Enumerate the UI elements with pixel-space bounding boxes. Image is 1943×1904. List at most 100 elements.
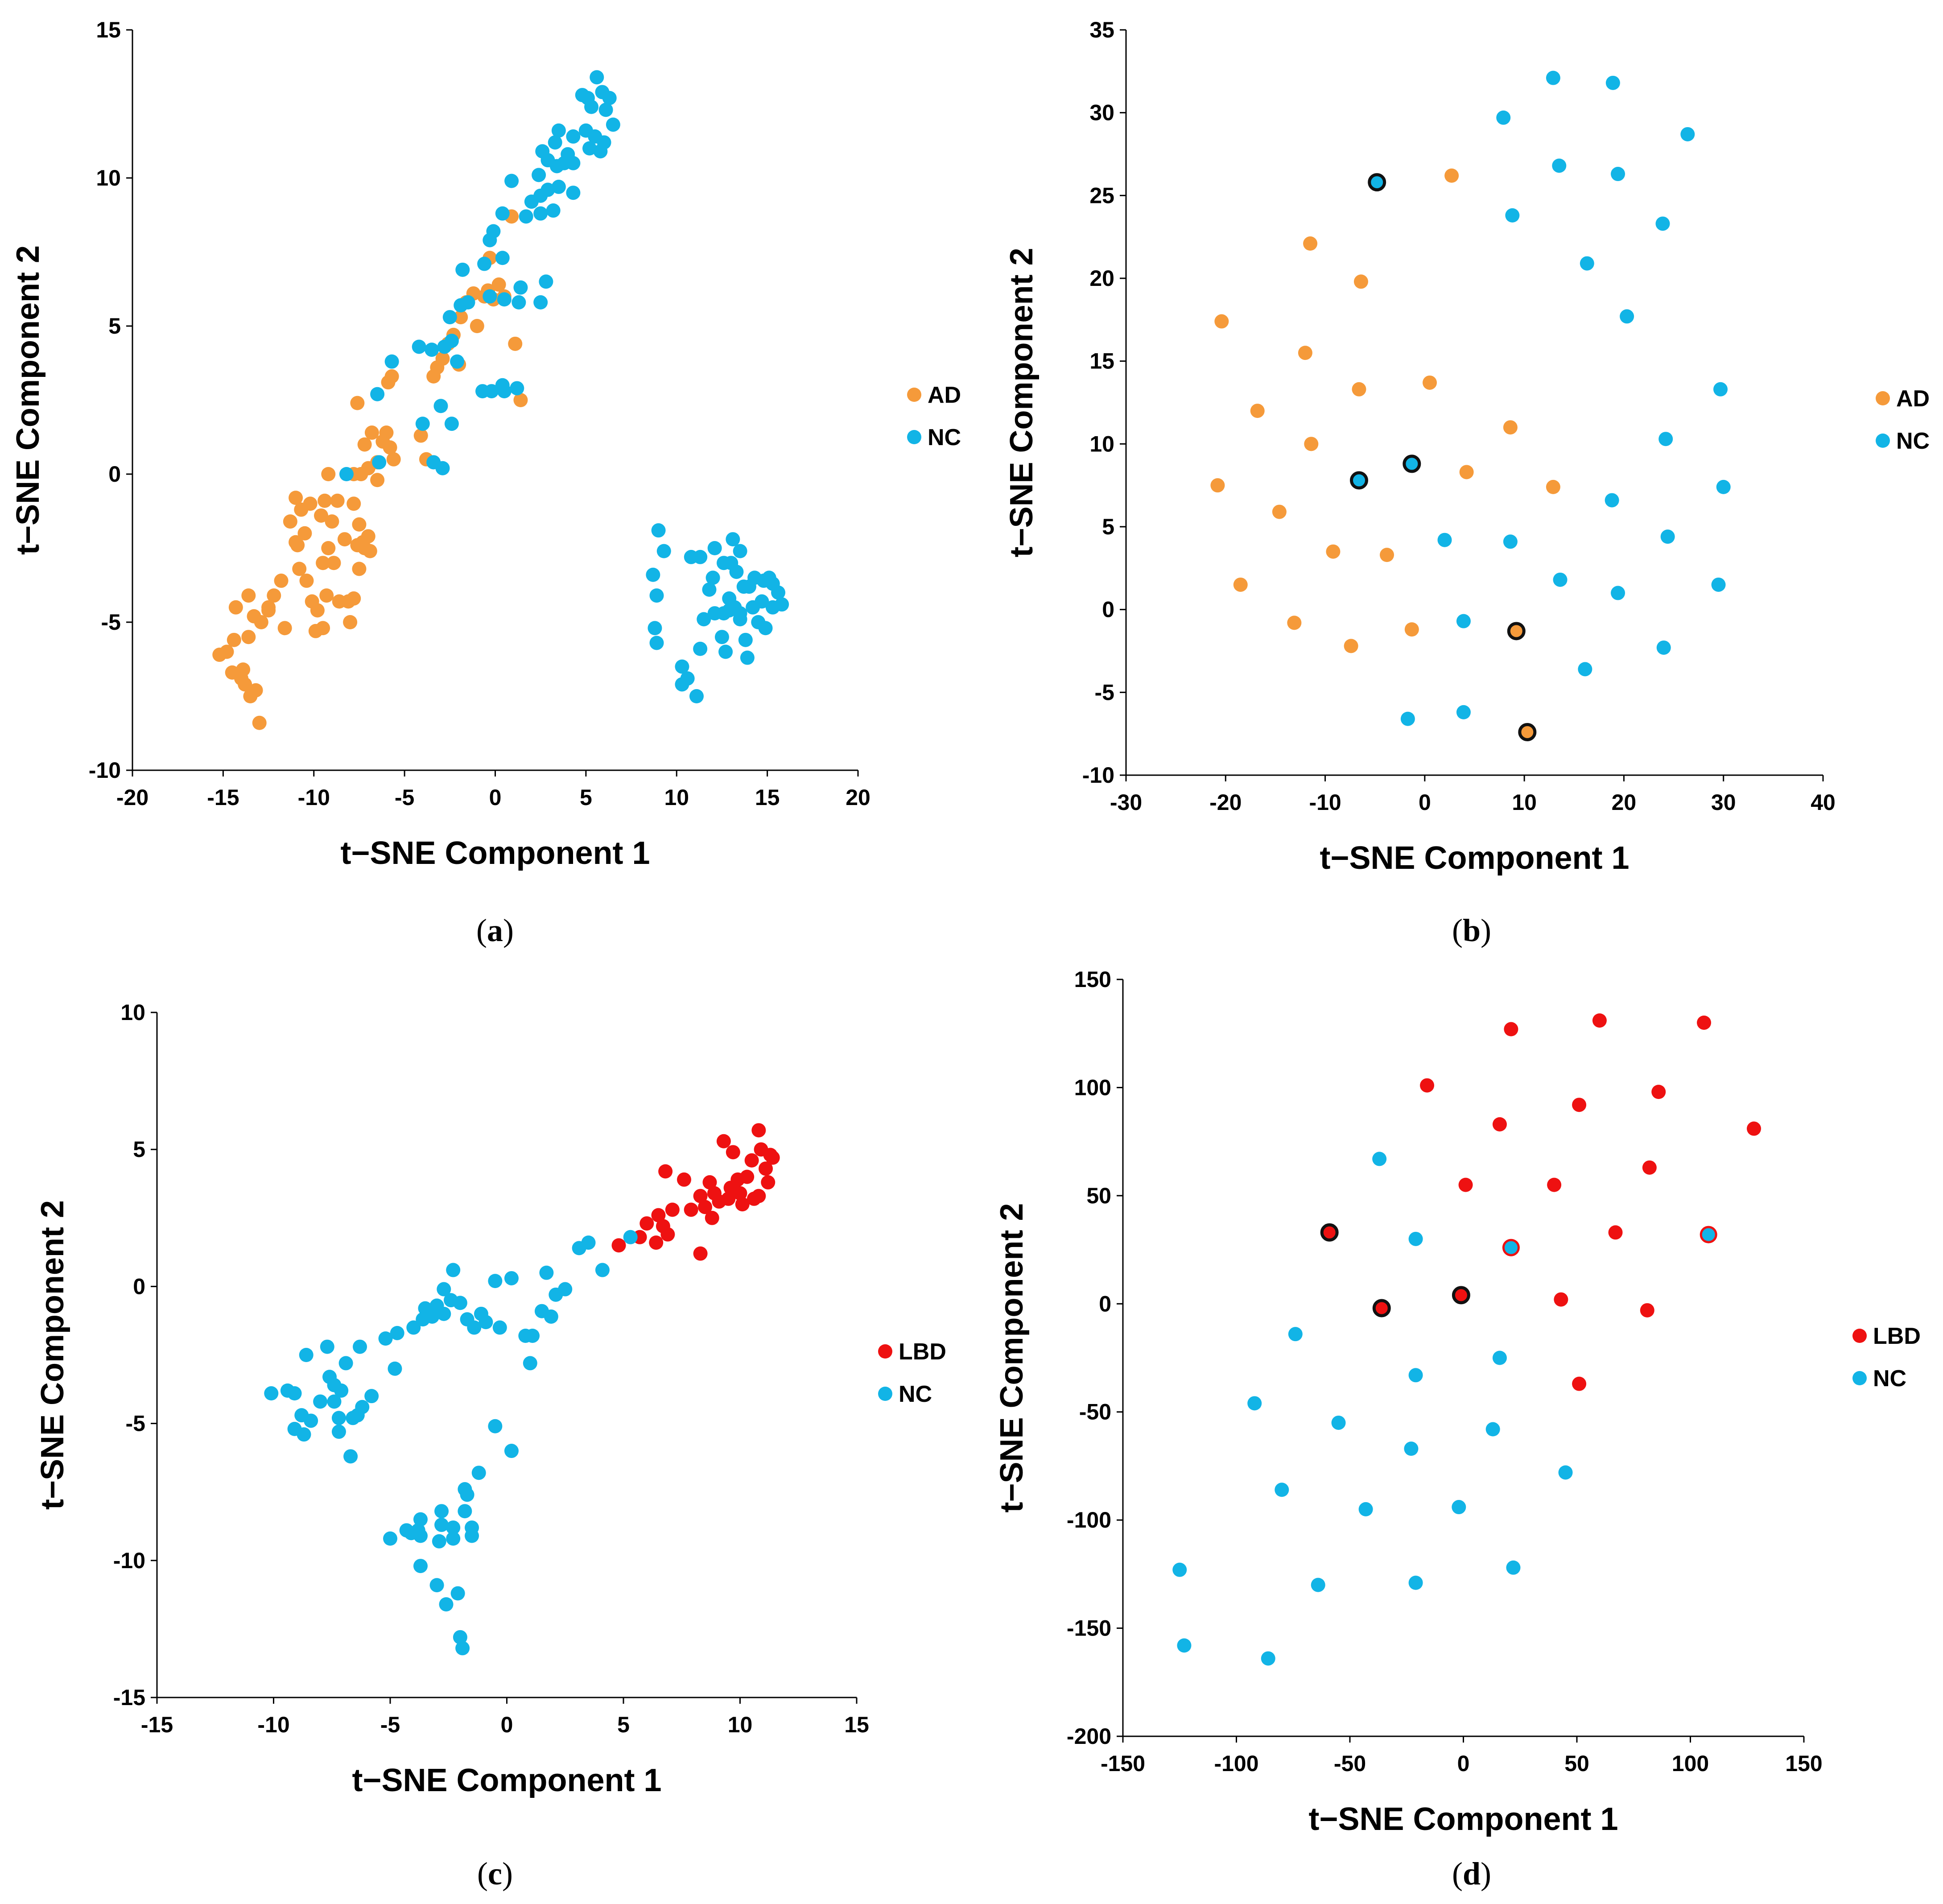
data-point	[446, 1263, 461, 1277]
series-ad	[212, 209, 528, 730]
data-point	[1680, 127, 1695, 141]
data-point	[519, 209, 533, 224]
data-point	[1304, 437, 1319, 451]
data-point	[738, 632, 753, 647]
data-point	[1642, 1160, 1657, 1175]
data-point	[726, 532, 740, 547]
data-point	[252, 715, 267, 730]
data-point	[1496, 110, 1511, 125]
data-point	[705, 570, 720, 585]
y-tick-label: -5	[101, 610, 121, 635]
data-point	[1697, 1015, 1712, 1030]
x-tick-label: 5	[580, 785, 592, 810]
series-nc	[1400, 70, 1731, 726]
data-point	[716, 1134, 731, 1148]
data-point	[747, 570, 762, 585]
legend-marker-lbd	[878, 1344, 892, 1359]
data-point	[413, 428, 428, 443]
data-point	[444, 417, 459, 431]
data-point	[491, 277, 506, 292]
data-point	[1459, 465, 1474, 479]
y-tick-label: 10	[96, 165, 121, 190]
data-point	[1344, 639, 1358, 653]
x-tick-label: 0	[489, 785, 502, 810]
data-point	[1572, 1098, 1587, 1112]
chart-panel-a: -10 -5 0 5 10 15 -20 -15 -10 -5 0 5 10 15 20 t−SNE Comp…	[10, 17, 961, 948]
data-point	[370, 473, 385, 487]
x-tick-label: 0	[1457, 1751, 1470, 1776]
data-point	[495, 206, 510, 221]
data-point	[219, 644, 234, 659]
data-point	[435, 351, 450, 366]
data-point	[412, 339, 426, 354]
x-tick-label: 0	[1419, 790, 1431, 815]
x-tick-label: 15	[755, 785, 780, 810]
y-tick-label: -10	[1082, 763, 1114, 788]
data-point	[1298, 346, 1312, 360]
data-point	[651, 523, 666, 538]
x-tick-label: -10	[257, 1712, 289, 1737]
data-point	[1311, 1578, 1325, 1592]
data-point	[465, 1528, 479, 1543]
data-point	[744, 1153, 759, 1168]
data-point	[455, 1641, 470, 1656]
x-tick-label: 40	[1811, 790, 1836, 815]
data-point	[726, 1145, 740, 1160]
data-point	[649, 636, 664, 650]
data-point	[318, 493, 332, 508]
data-point	[533, 295, 548, 310]
data-point	[1456, 614, 1471, 628]
y-tick-label: 5	[1102, 514, 1114, 539]
data-point	[1546, 70, 1560, 85]
data-point	[316, 556, 330, 570]
data-point	[551, 179, 566, 194]
data-point	[277, 621, 292, 636]
data-point	[289, 491, 303, 505]
data-point	[1275, 1483, 1289, 1497]
data-point	[437, 1282, 451, 1297]
y-tick-label: 10	[120, 1000, 145, 1025]
data-point	[751, 1189, 766, 1203]
data-point	[1578, 662, 1592, 677]
data-point	[740, 1169, 755, 1184]
y-tick-label: -150	[1067, 1616, 1111, 1641]
data-point	[458, 1504, 472, 1519]
data-point	[370, 387, 385, 401]
panel-label-letter: a	[487, 913, 503, 948]
data-point	[593, 144, 608, 159]
data-point	[623, 1230, 638, 1244]
data-point	[383, 1531, 397, 1546]
data-point	[513, 280, 528, 295]
data-point	[606, 117, 620, 132]
data-point	[488, 1274, 503, 1289]
data-point	[413, 1559, 428, 1574]
y-tick-label: -100	[1067, 1508, 1111, 1532]
y-tick-label: 50	[1086, 1183, 1111, 1208]
data-point	[566, 129, 581, 144]
data-point	[453, 1296, 467, 1310]
data-point	[702, 582, 717, 597]
data-point	[504, 173, 519, 188]
data-point	[722, 603, 737, 618]
data-point	[512, 295, 526, 310]
data-point	[689, 689, 704, 703]
legend-label-nc: NC	[1873, 1366, 1906, 1392]
data-point	[551, 123, 566, 138]
data-point	[693, 549, 708, 564]
data-point	[1331, 1415, 1346, 1430]
data-point	[437, 1306, 451, 1321]
data-point	[378, 1331, 393, 1346]
data-point	[539, 274, 553, 289]
data-point	[287, 1386, 302, 1401]
series-nc	[1172, 1152, 1573, 1666]
legend-label-lbd: LBD	[899, 1339, 946, 1365]
data-point	[504, 1271, 519, 1285]
data-point	[406, 1320, 421, 1335]
series-lbd-outlined	[1320, 1223, 1470, 1318]
data-point	[1210, 478, 1225, 493]
x-tick-label: 5	[617, 1712, 630, 1737]
x-tick-label: 15	[844, 1712, 869, 1737]
data-point	[264, 1386, 279, 1401]
data-point	[1620, 309, 1634, 324]
x-tick-label: 20	[1612, 790, 1637, 815]
